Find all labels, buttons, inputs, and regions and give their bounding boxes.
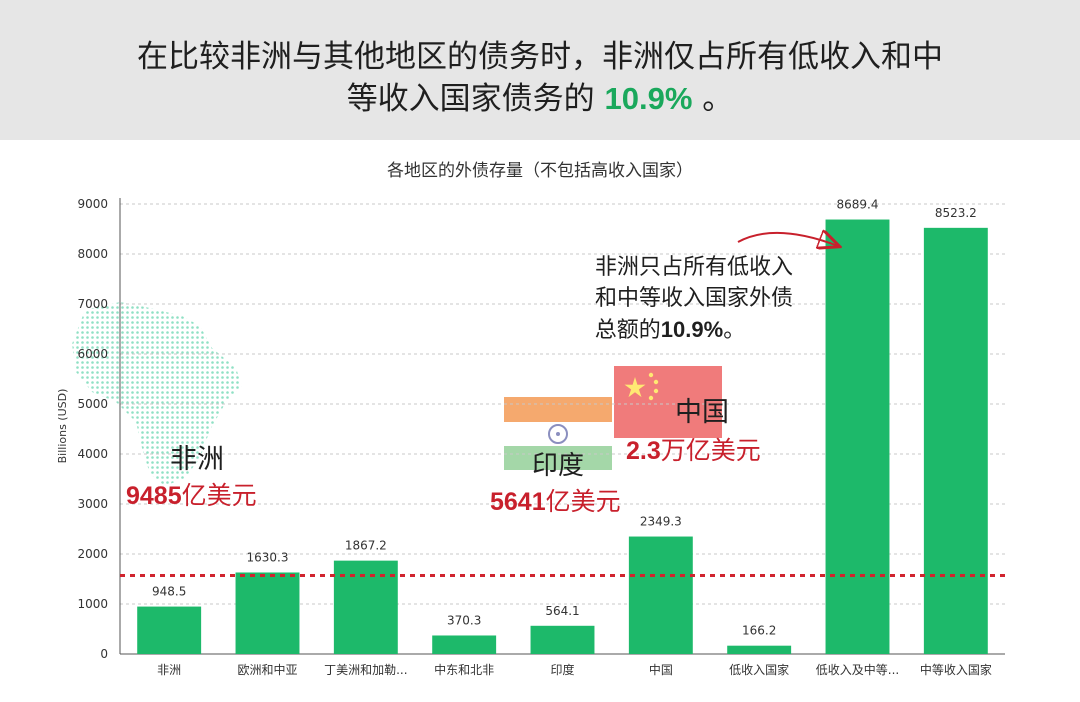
- x-tick-label: 中国: [649, 662, 673, 677]
- y-tick-label: 8000: [77, 247, 108, 261]
- x-tick-label: 印度: [550, 662, 574, 677]
- bar-value-label: 1630.3: [247, 550, 289, 564]
- x-tick-label: 丁美洲和加勒...: [324, 663, 407, 677]
- note-line-3-suffix: 。: [723, 318, 745, 343]
- y-tick-label: 7000: [77, 297, 108, 311]
- y-tick-label: 6000: [77, 347, 108, 361]
- india-flag-icon: [504, 397, 612, 470]
- debt-bar-chart: 各地区的外债存量（不包括高收入国家） 0 1000 2000 3000 4000 5000…: [56, 161, 1005, 677]
- china-annotation-amount: 2.3万亿美元: [626, 436, 761, 465]
- y-tick-label: 2000: [77, 547, 108, 561]
- x-axis-ticks: 非洲 欧洲和中亚 丁美洲和加勒... 中东和北非 印度 中国 低收入国家 低收入及中等... 中…: [157, 662, 992, 677]
- headline-line-1: 在比较非洲与其他地区的债务时，非洲仅占所有低收入和中: [137, 39, 943, 75]
- x-tick-label: 欧洲和中亚: [237, 662, 297, 677]
- x-tick-label: 中等收入国家: [920, 662, 992, 677]
- bar-value-label: 370.3: [447, 613, 481, 627]
- bar-value-label: 8689.4: [837, 198, 879, 212]
- x-tick-label: 低收入国家: [729, 662, 789, 677]
- bar: [727, 645, 792, 654]
- note-line-3-percent: 10.9%: [661, 317, 723, 342]
- headline-highlight-percent: 10.9%: [604, 81, 693, 116]
- headline: 在比较非洲与其他地区的债务时，非洲仅占所有低收入和中 等收入国家债务的 10.9…: [0, 36, 1080, 120]
- india-amount-unit: 亿美元: [546, 487, 621, 516]
- india-amount-number: 5641: [490, 488, 546, 516]
- china-amount-number: 2.3: [626, 437, 661, 465]
- y-axis-label: Billions (USD): [56, 389, 69, 464]
- headline-line-2-suffix: 。: [692, 81, 734, 117]
- x-tick-label: 低收入及中等...: [816, 662, 899, 677]
- headline-line-2: 等收入国家债务的 10.9% 。: [0, 78, 1080, 120]
- africa-amount-number: 9485: [126, 482, 182, 510]
- value-labels: 948.5 1630.3 1867.2 370.3 564.1 2349.3 166.2 86…: [152, 198, 977, 638]
- china-flag-icon: [614, 366, 722, 438]
- india-annotation-name: 印度: [532, 451, 584, 481]
- y-tick-label: 5000: [77, 397, 108, 411]
- bar: [432, 635, 497, 654]
- x-tick-label: 中东和北非: [434, 662, 494, 677]
- bar: [530, 625, 595, 654]
- bar-value-label: 948.5: [152, 585, 186, 599]
- bar: [137, 606, 202, 654]
- bar-value-label: 166.2: [742, 624, 776, 638]
- y-tick-label: 4000: [77, 447, 108, 461]
- india-annotation-amount: 5641亿美元: [490, 487, 621, 516]
- note-arrow: [737, 233, 838, 246]
- africa-annotation-amount: 9485亿美元: [126, 481, 257, 510]
- note-line-3: 总额的10.9%。: [595, 317, 745, 343]
- note-line-3-prefix: 总额的: [595, 318, 661, 343]
- y-tick-label: 1000: [77, 597, 108, 611]
- bar-value-label: 1867.2: [345, 539, 387, 553]
- bar-value-label: 2349.3: [640, 515, 682, 529]
- y-tick-label: 3000: [77, 497, 108, 511]
- bar: [825, 219, 890, 654]
- x-tick-label: 非洲: [157, 663, 181, 677]
- bar: [628, 536, 693, 654]
- africa-map-icon: [72, 302, 242, 486]
- china-annotation-name: 中国: [675, 397, 729, 428]
- y-axis-ticks: 0 1000 2000 3000 4000 5000 6000 7000 8000 9000: [77, 197, 108, 661]
- africa-annotation-name: 非洲: [170, 444, 224, 475]
- header-banner: [0, 0, 1080, 140]
- headline-line-2-prefix: 等收入国家债务的: [346, 81, 605, 117]
- africa-amount-unit: 亿美元: [182, 481, 257, 510]
- china-amount-unit: 万亿美元: [661, 436, 761, 465]
- note-line-1: 非洲只占所有低收入: [595, 255, 793, 280]
- bar-value-label: 564.1: [545, 604, 579, 618]
- y-tick-label: 0: [100, 647, 108, 661]
- y-tick-label: 9000: [77, 197, 108, 211]
- bar: [235, 572, 300, 654]
- bar: [923, 227, 988, 654]
- chart-title: 各地区的外债存量（不包括高收入国家）: [387, 161, 693, 181]
- bars: [137, 219, 988, 654]
- note-line-2: 和中等收入国家外债: [595, 286, 793, 311]
- bar-value-label: 8523.2: [935, 206, 977, 220]
